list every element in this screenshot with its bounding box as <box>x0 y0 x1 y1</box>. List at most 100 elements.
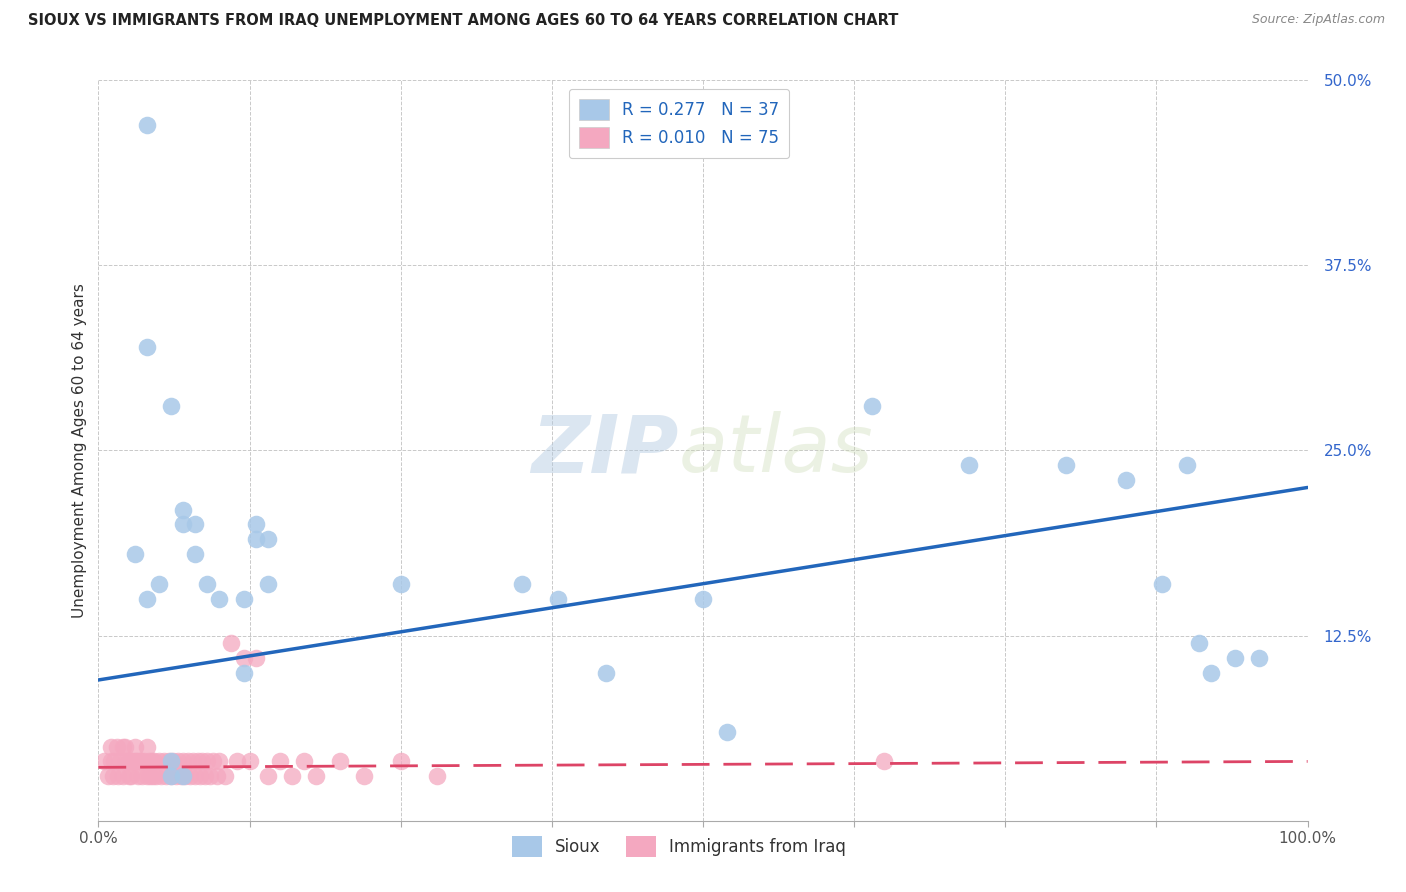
Point <box>148 576 170 591</box>
Point <box>716 724 738 739</box>
Point <box>256 533 278 547</box>
Point <box>160 755 183 769</box>
Point <box>239 755 262 769</box>
Point <box>160 769 183 783</box>
Point <box>245 533 267 547</box>
Point <box>107 769 129 783</box>
Point <box>595 665 617 680</box>
Point <box>105 739 128 754</box>
Point <box>169 769 191 783</box>
Point <box>1249 650 1271 665</box>
Point <box>100 739 122 754</box>
Point <box>127 755 149 769</box>
Point <box>187 755 209 769</box>
Point <box>135 739 157 754</box>
Point <box>172 755 194 769</box>
Point <box>108 755 131 769</box>
Point <box>1054 458 1077 473</box>
Point <box>145 769 167 783</box>
Point <box>135 340 157 354</box>
Point <box>957 458 980 473</box>
Point <box>181 755 204 769</box>
Point <box>172 502 194 516</box>
Point <box>118 755 141 769</box>
Point <box>150 769 173 783</box>
Point <box>100 755 122 769</box>
Point <box>547 591 569 606</box>
Point <box>1115 473 1137 487</box>
Point <box>389 755 412 769</box>
Point <box>195 755 218 769</box>
Point <box>256 576 278 591</box>
Point <box>873 755 896 769</box>
Point <box>1223 650 1246 665</box>
Point <box>208 591 231 606</box>
Point <box>208 755 231 769</box>
Point <box>167 755 190 769</box>
Point <box>226 755 249 769</box>
Point <box>353 769 375 783</box>
Point <box>194 769 217 783</box>
Point <box>135 118 157 132</box>
Point <box>195 576 218 591</box>
Point <box>205 769 228 783</box>
Point <box>93 755 115 769</box>
Point <box>245 517 267 532</box>
Point <box>232 650 254 665</box>
Point <box>177 755 200 769</box>
Point <box>124 755 146 769</box>
Point <box>329 755 352 769</box>
Point <box>103 755 125 769</box>
Point <box>162 755 184 769</box>
Point <box>129 755 152 769</box>
Point <box>232 665 254 680</box>
Point <box>269 755 291 769</box>
Point <box>165 769 187 783</box>
Point <box>214 769 236 783</box>
Point <box>281 769 304 783</box>
Point <box>127 769 149 783</box>
Point <box>160 399 183 413</box>
Point <box>426 769 449 783</box>
Point <box>160 769 183 783</box>
Point <box>124 547 146 561</box>
Point <box>172 517 194 532</box>
Y-axis label: Unemployment Among Ages 60 to 64 years: Unemployment Among Ages 60 to 64 years <box>72 283 87 618</box>
Point <box>221 636 243 650</box>
Point <box>256 769 278 783</box>
Point <box>860 399 883 413</box>
Point <box>135 769 157 783</box>
Point <box>510 576 533 591</box>
Point <box>120 769 142 783</box>
Point <box>202 755 225 769</box>
Point <box>114 739 136 754</box>
Point <box>111 769 134 783</box>
Point <box>232 591 254 606</box>
Point <box>1199 665 1222 680</box>
Point <box>118 755 141 769</box>
Point <box>121 755 143 769</box>
Point <box>1188 636 1211 650</box>
Legend: Sioux, Immigrants from Iraq: Sioux, Immigrants from Iraq <box>505 830 852 864</box>
Point <box>134 755 156 769</box>
Point <box>128 755 150 769</box>
Text: SIOUX VS IMMIGRANTS FROM IRAQ UNEMPLOYMENT AMONG AGES 60 TO 64 YEARS CORRELATION: SIOUX VS IMMIGRANTS FROM IRAQ UNEMPLOYME… <box>28 13 898 29</box>
Point <box>1175 458 1198 473</box>
Point <box>135 591 157 606</box>
Point <box>152 755 174 769</box>
Point <box>124 739 146 754</box>
Point <box>292 755 315 769</box>
Point <box>172 769 194 783</box>
Point <box>115 755 138 769</box>
Point <box>118 769 141 783</box>
Point <box>245 650 267 665</box>
Point <box>131 769 153 783</box>
Point <box>141 755 163 769</box>
Point <box>97 769 120 783</box>
Point <box>101 769 124 783</box>
Point <box>184 517 207 532</box>
Point <box>184 769 207 783</box>
Point <box>111 739 134 754</box>
Point <box>138 755 160 769</box>
Point <box>179 769 201 783</box>
